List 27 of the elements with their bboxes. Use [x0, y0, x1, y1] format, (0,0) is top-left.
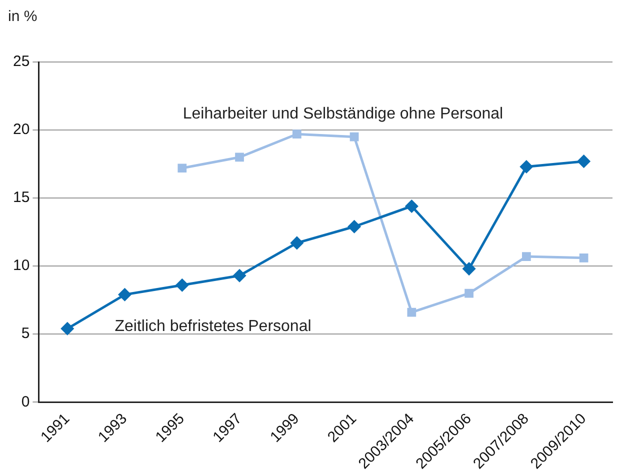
series-label: Zeitlich befristetes Personal: [114, 318, 312, 336]
point: [290, 236, 304, 250]
point: [464, 288, 474, 298]
point: [178, 164, 187, 173]
y-tick-label: 0: [21, 393, 30, 410]
point: [61, 322, 74, 335]
point: [520, 160, 533, 174]
point: [292, 130, 302, 139]
y-tick-label: 20: [12, 121, 30, 138]
point: [235, 152, 244, 162]
y-tick-label: 15: [12, 189, 30, 206]
y-tick-label: 5: [21, 325, 30, 342]
point: [578, 155, 590, 168]
point: [118, 288, 132, 301]
point: [176, 278, 188, 292]
point: [348, 220, 361, 233]
point: [233, 269, 246, 282]
point: [462, 262, 476, 276]
series-label: Leiharbeiter und Selbständige ohne Personal: [182, 106, 504, 123]
point: [350, 132, 359, 142]
point: [522, 252, 531, 261]
y-tick-label: 25: [12, 53, 30, 70]
y-axis-title: in %: [8, 8, 38, 25]
point: [579, 253, 588, 262]
point: [407, 308, 416, 317]
point: [405, 200, 418, 212]
y-tick-label: 10: [12, 257, 30, 274]
